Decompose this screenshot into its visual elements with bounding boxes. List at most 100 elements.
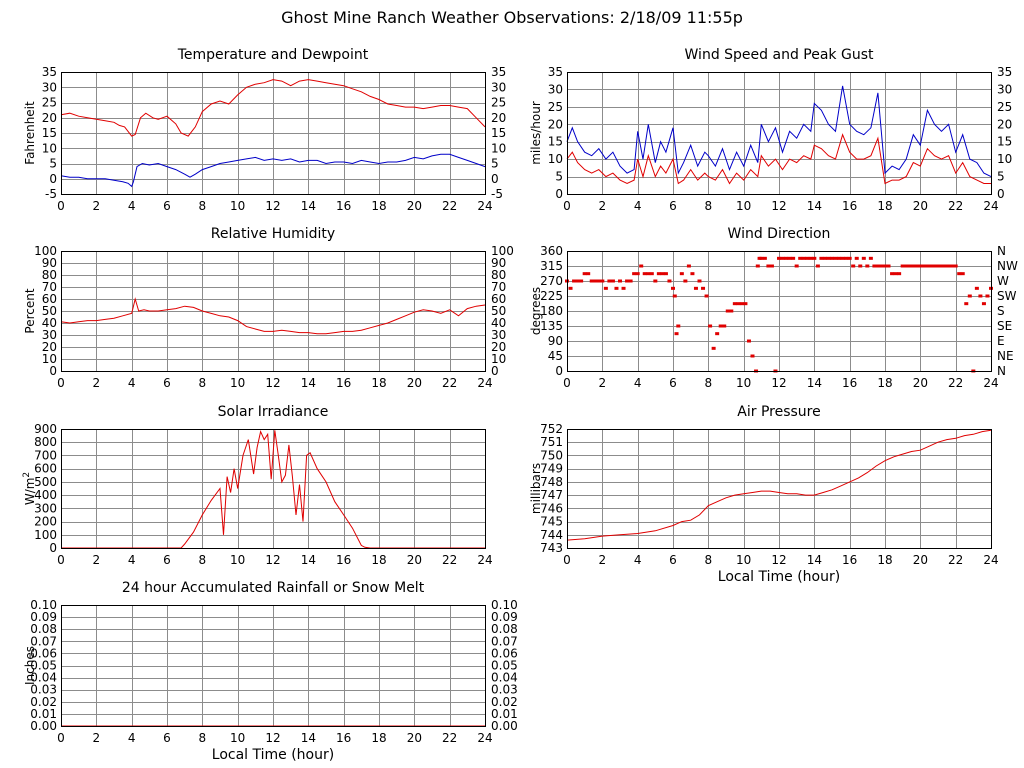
y-tick-label: 0.10 <box>30 598 57 612</box>
y-tick-label-right: 35 <box>997 65 1012 79</box>
x-tick-label: 8 <box>199 376 207 390</box>
x-tick-label: 22 <box>442 199 457 213</box>
y-tick-label-right: 100 <box>491 244 514 258</box>
y-tick-label: 25 <box>42 96 57 110</box>
x-tick-label: 22 <box>442 553 457 567</box>
x-tick-label: 12 <box>265 376 280 390</box>
x-tick-label: 22 <box>948 199 963 213</box>
data-point <box>826 256 831 260</box>
y-tick-label: 5 <box>555 170 563 184</box>
data-point <box>801 256 806 260</box>
data-point <box>586 272 591 276</box>
y-tick-label-right: E <box>997 334 1005 348</box>
data-point <box>674 332 679 336</box>
plot-frame <box>567 429 992 549</box>
y-tick-label: 315 <box>540 259 563 273</box>
y-axis-label: Fahrenheit <box>23 101 37 165</box>
y-tick-label-right: 0.09 <box>491 610 518 624</box>
x-tick-label: 16 <box>336 199 351 213</box>
data-point <box>868 256 873 260</box>
data-point <box>819 256 824 260</box>
y-tick-label: 30 <box>42 328 57 342</box>
x-tick-label: 24 <box>477 731 492 745</box>
data-point <box>815 264 820 268</box>
data-point <box>897 272 902 276</box>
data-point <box>900 264 905 268</box>
y-axis-label: millibars <box>529 463 543 514</box>
x-tick-label: 0 <box>57 376 65 390</box>
data-point <box>686 264 691 268</box>
plot-frame <box>567 251 992 372</box>
data-point <box>805 256 810 260</box>
chart-title: Air Pressure <box>737 404 820 420</box>
y-tick-label: 45 <box>548 349 563 363</box>
y-tick-label: 15 <box>42 126 57 140</box>
y-tick-label-right: 0 <box>491 364 499 378</box>
y-tick-label: 745 <box>540 515 563 529</box>
y-tick-label: 800 <box>34 435 57 449</box>
series-line-1 <box>61 430 485 549</box>
x-tick-label: 16 <box>842 376 857 390</box>
x-tick-label: 24 <box>477 553 492 567</box>
data-point <box>777 256 781 260</box>
x-tick-label: 14 <box>807 553 822 567</box>
y-tick-label: 50 <box>42 304 57 318</box>
series-line-2 <box>60 153 486 188</box>
data-point <box>886 264 891 268</box>
data-point <box>932 264 937 268</box>
y-tick-label-right: 25 <box>491 96 506 110</box>
y-tick-label: 0.09 <box>30 610 57 624</box>
y-tick-label: 90 <box>548 334 563 348</box>
y-tick-label-right: 0.01 <box>491 707 518 721</box>
x-tick-label: 10 <box>736 553 751 567</box>
y-tick-label-right: 0.06 <box>491 646 518 660</box>
x-tick-label: 12 <box>771 199 786 213</box>
y-tick-label: 0.05 <box>30 659 57 673</box>
plot-frame <box>567 72 992 195</box>
x-tick-label: 24 <box>983 376 998 390</box>
y-tick-label: 748 <box>540 475 563 489</box>
data-point <box>794 264 799 268</box>
y-tick-label: 30 <box>42 80 57 94</box>
y-tick-label: 10 <box>42 352 57 366</box>
x-tick-label: 8 <box>705 199 713 213</box>
data-point <box>690 272 695 276</box>
x-tick-label: 6 <box>163 376 171 390</box>
data-point <box>676 324 681 328</box>
chart-title: Wind Speed and Peak Gust <box>685 47 874 63</box>
x-tick-label: 0 <box>563 553 571 567</box>
x-tick-label: 14 <box>301 553 316 567</box>
data-point <box>769 264 774 268</box>
data-point <box>743 302 748 306</box>
data-point <box>981 302 986 306</box>
data-point <box>787 256 792 260</box>
chart-title: 24 hour Accumulated Rainfall or Snow Mel… <box>122 580 425 596</box>
x-tick-label: 2 <box>93 199 101 213</box>
data-point <box>939 264 944 268</box>
data-point <box>791 256 796 260</box>
y-tick-label: 0.08 <box>30 622 57 636</box>
x-tick-label: 8 <box>199 731 207 745</box>
y-tick-label: 750 <box>540 448 563 462</box>
y-tick-label-right: N <box>997 364 1006 378</box>
y-tick-label: 135 <box>540 319 563 333</box>
y-tick-label: 60 <box>42 292 57 306</box>
y-tick-label: 0 <box>49 364 57 378</box>
data-point <box>646 272 651 276</box>
y-tick-label-right: N <box>997 244 1006 258</box>
x-tick-label: 10 <box>736 199 751 213</box>
data-point <box>621 286 626 290</box>
x-tick-label: 6 <box>163 199 171 213</box>
x-tick-label: 16 <box>842 553 857 567</box>
x-tick-label: 4 <box>128 731 136 745</box>
x-tick-label: 24 <box>983 199 998 213</box>
x-tick-label: 0 <box>57 553 65 567</box>
y-tick-label: 0.07 <box>30 634 57 648</box>
y-tick-label: 20 <box>548 117 563 131</box>
data-point <box>708 324 713 328</box>
data-point <box>582 272 587 276</box>
x-tick-label: 14 <box>301 376 316 390</box>
data-point <box>893 272 898 276</box>
data-point <box>739 302 744 306</box>
data-point <box>725 309 730 313</box>
